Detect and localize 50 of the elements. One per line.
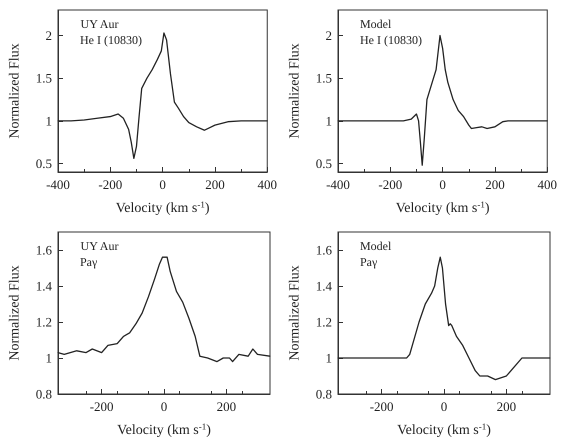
line-series xyxy=(337,256,551,380)
y-tick-label: 1.4 xyxy=(316,278,332,294)
y-tick-label: 0.8 xyxy=(36,386,52,402)
y-tick-label: 1.4 xyxy=(36,278,52,294)
line-series xyxy=(57,32,268,160)
y-tick-label: 2 xyxy=(46,28,52,44)
y-axis-title: Normalized Flux xyxy=(8,265,22,361)
y-tick-label: 1 xyxy=(46,350,52,366)
y-tick-label: 1.6 xyxy=(36,242,52,258)
x-tick-label: 0 xyxy=(439,177,446,192)
y-axis-title: Normalized Flux xyxy=(288,265,302,361)
line-series xyxy=(337,34,548,166)
y-tick-label: 1.5 xyxy=(316,70,332,86)
line-series xyxy=(57,256,271,362)
y-tick-label: 1.6 xyxy=(316,242,332,258)
x-tick-label: -200 xyxy=(378,177,402,192)
y-tick-label: 1.2 xyxy=(316,314,332,330)
annotation: Paγ xyxy=(360,255,378,269)
annotation: UY Aur xyxy=(80,239,118,253)
x-tick-label: 0 xyxy=(440,399,448,414)
annotation: He I (10830) xyxy=(80,33,142,47)
x-tick-label: -200 xyxy=(370,399,394,414)
x-tick-label: 200 xyxy=(485,177,505,192)
y-tick-label: 1 xyxy=(326,350,332,366)
x-tick-label: 200 xyxy=(496,399,516,414)
x-tick-label: 0 xyxy=(159,177,166,192)
x-tick-label: 200 xyxy=(205,177,225,192)
x-tick-label: 200 xyxy=(216,399,236,414)
x-tick-label: 400 xyxy=(538,177,557,192)
x-tick-label: -200 xyxy=(98,177,122,192)
y-axis-title: Normalized Flux xyxy=(8,43,22,139)
y-tick-label: 1.5 xyxy=(36,70,52,86)
annotation: UY Aur xyxy=(80,17,118,31)
x-tick-label: -200 xyxy=(90,399,114,414)
y-tick-label: 2 xyxy=(326,28,332,44)
annotation: Model xyxy=(360,239,392,253)
annotation: Model xyxy=(360,17,392,31)
x-tick-label: -400 xyxy=(46,177,70,192)
y-tick-label: 0.8 xyxy=(316,386,332,402)
y-tick-label: 0.5 xyxy=(316,156,332,171)
y-tick-label: 0.5 xyxy=(36,156,52,171)
y-tick-label: 1 xyxy=(46,113,52,128)
x-tick-label: 400 xyxy=(258,177,277,192)
annotation: He I (10830) xyxy=(360,33,422,47)
x-tick-label: -400 xyxy=(326,177,350,192)
x-tick-label: 0 xyxy=(160,399,168,414)
annotation: Paγ xyxy=(80,255,98,269)
y-tick-label: 1.2 xyxy=(36,314,52,330)
y-axis-title: Normalized Flux xyxy=(288,43,302,139)
y-tick-label: 1 xyxy=(326,113,332,128)
